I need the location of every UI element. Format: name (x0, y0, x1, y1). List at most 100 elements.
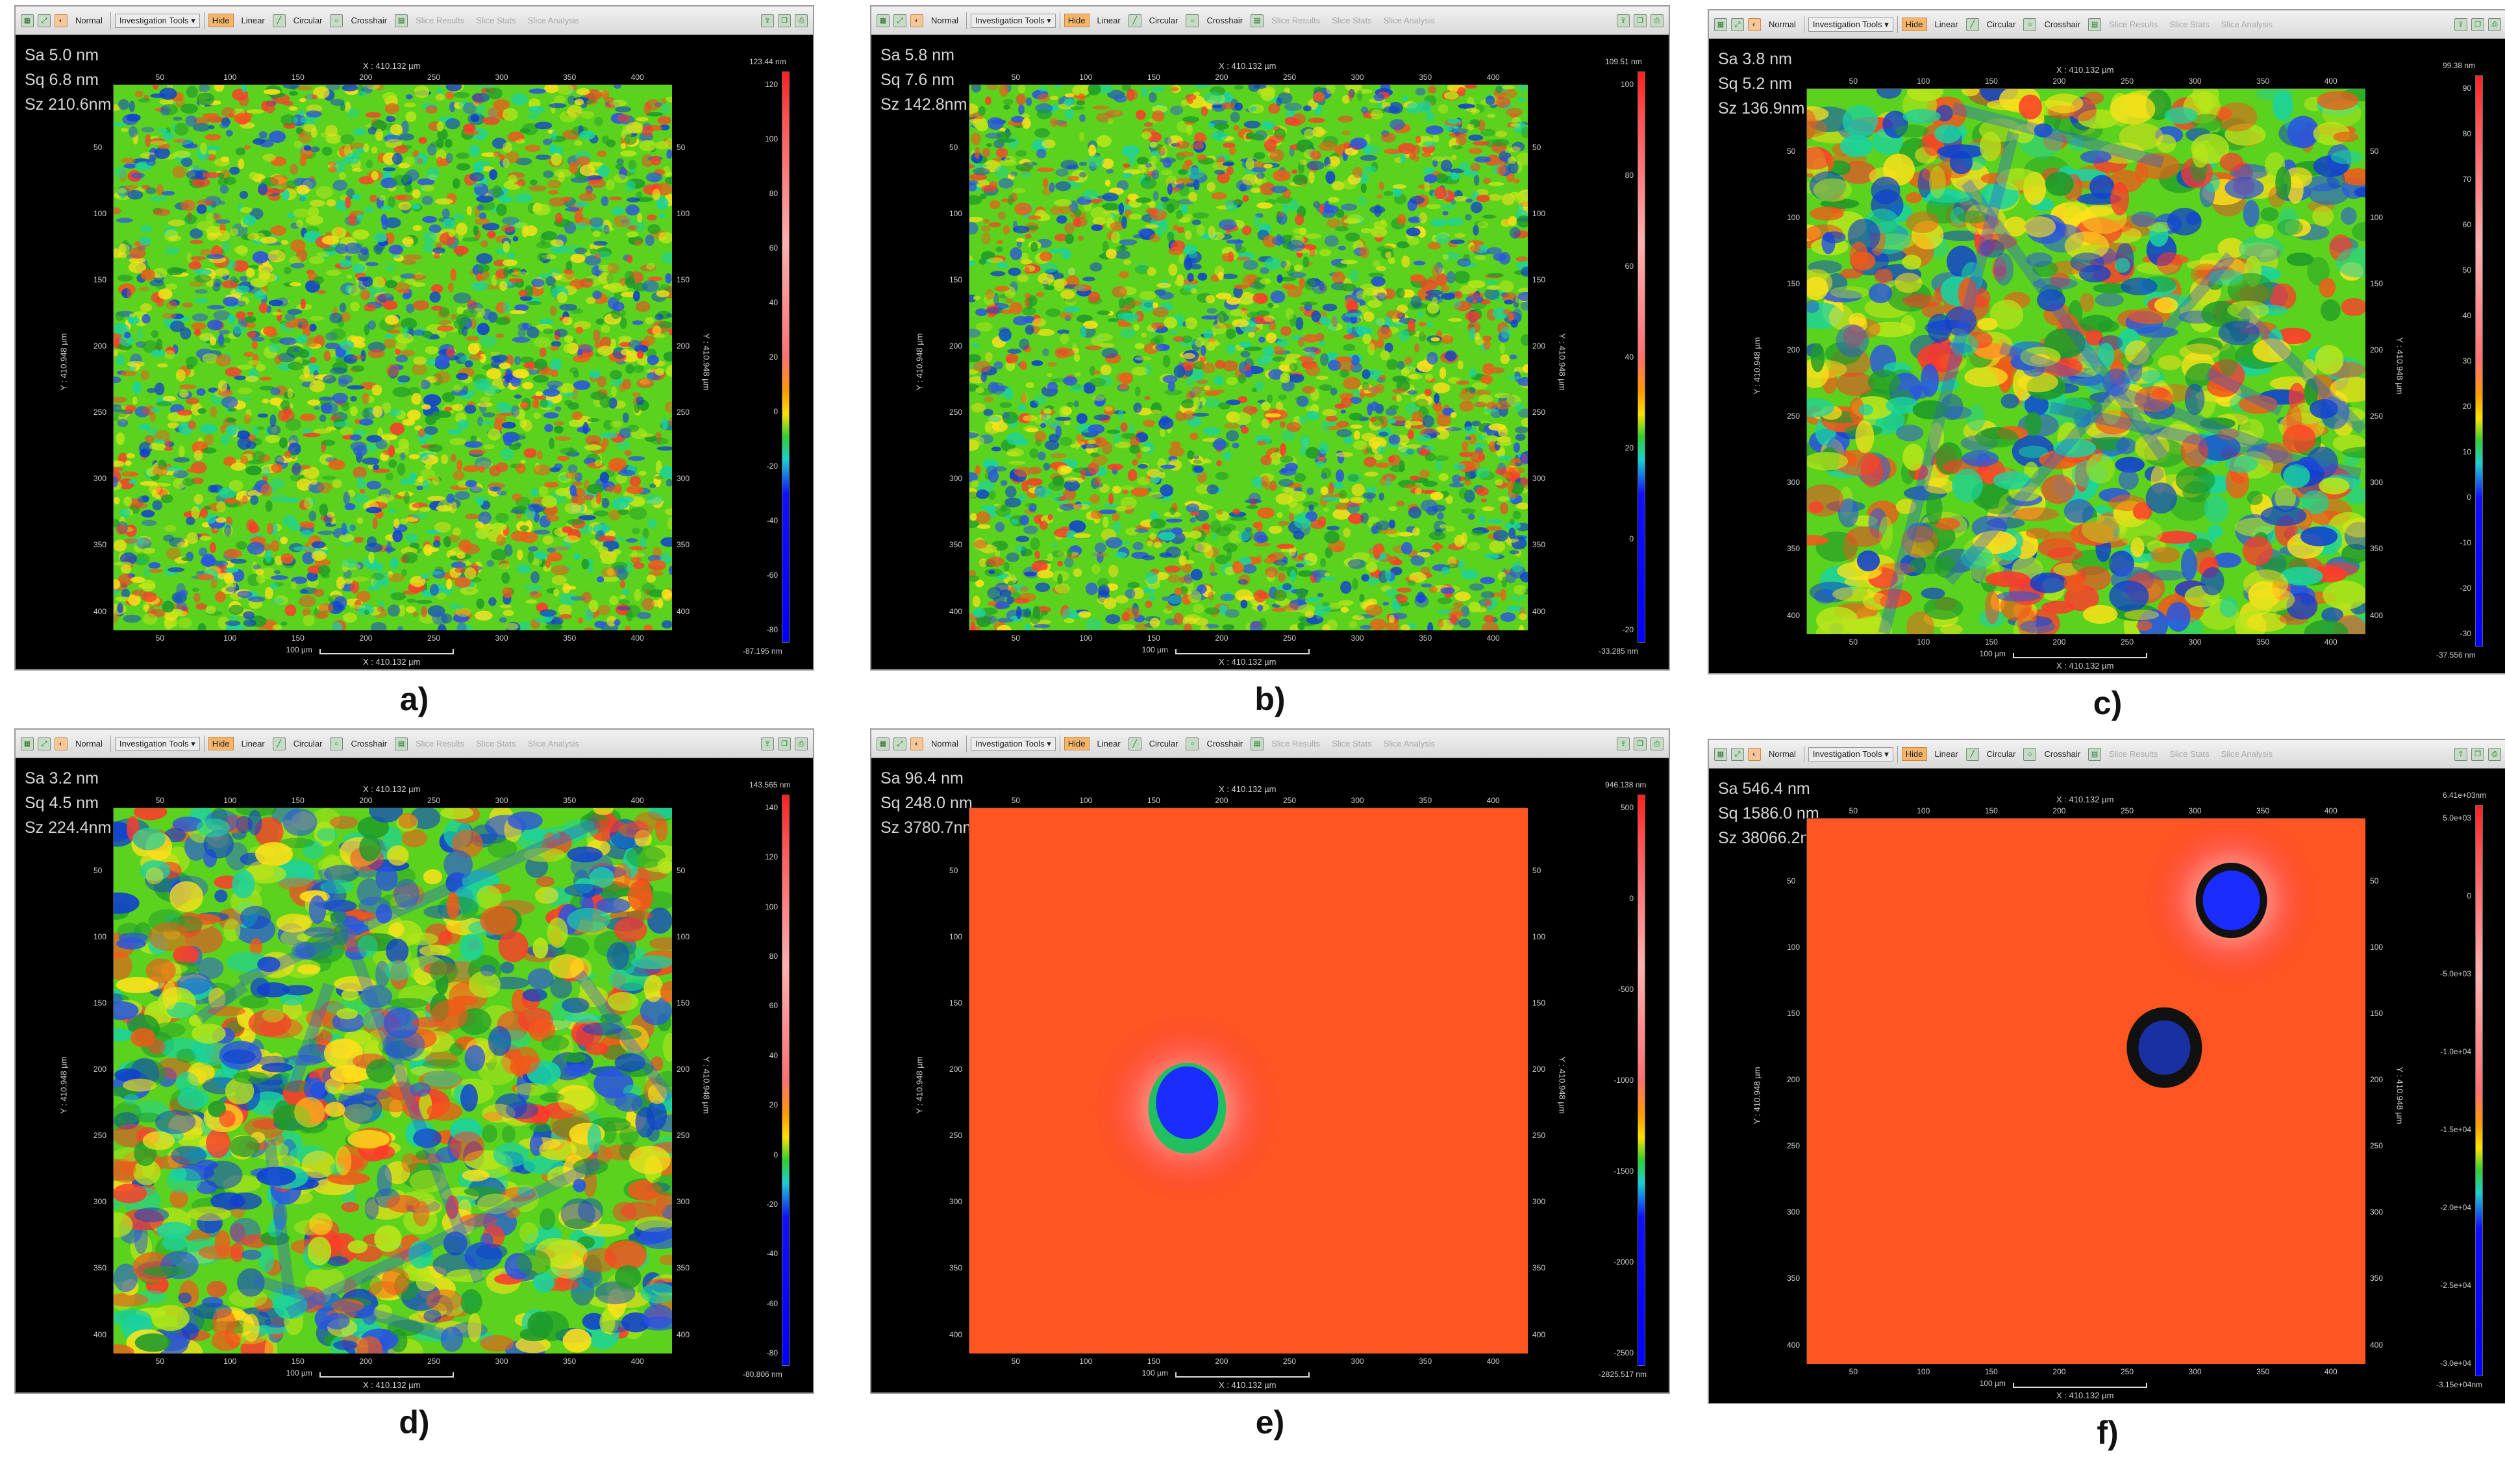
slice-results-button[interactable]: Slice Results (416, 16, 465, 25)
circular-slice-icon[interactable]: ○ (1186, 14, 1199, 27)
crosshair-button[interactable]: Crosshair (1206, 16, 1243, 25)
print-icon[interactable]: ⎙ (1651, 14, 1664, 27)
normal-button[interactable]: Normal (1769, 19, 1796, 29)
color-map-icon[interactable]: ◐ (55, 14, 68, 27)
hide-button[interactable]: Hide (1064, 737, 1090, 750)
crosshair-button[interactable]: Crosshair (351, 16, 388, 25)
investigation-tools-dropdown[interactable]: Investigation Tools ▾ (114, 736, 200, 751)
slice-analysis-button[interactable]: Slice Analysis (527, 16, 580, 25)
circular-button[interactable]: Circular (293, 739, 323, 748)
zoom-fit-icon[interactable]: ⤢ (1731, 747, 1744, 761)
zoom-fit-icon[interactable]: ⤢ (38, 14, 51, 27)
slice-results-icon[interactable]: ▤ (395, 737, 408, 750)
normal-button[interactable]: Normal (1769, 749, 1796, 759)
hide-button[interactable]: Hide (1064, 14, 1090, 27)
print-icon[interactable]: ⎙ (795, 737, 808, 750)
slice-results-icon[interactable]: ▤ (1251, 14, 1264, 27)
grid-view-icon[interactable]: ▦ (21, 14, 34, 27)
copy-icon[interactable]: ❐ (778, 14, 791, 27)
linear-button[interactable]: Linear (1097, 16, 1121, 25)
crosshair-button[interactable]: Crosshair (2044, 749, 2081, 759)
circular-button[interactable]: Circular (1986, 19, 2016, 29)
slice-analysis-button[interactable]: Slice Analysis (2221, 749, 2273, 759)
print-icon[interactable]: ⎙ (795, 14, 808, 27)
linear-slice-icon[interactable]: ╱ (1128, 14, 1141, 27)
slice-results-button[interactable]: Slice Results (1271, 739, 1321, 748)
linear-button[interactable]: Linear (241, 16, 265, 25)
slice-results-icon[interactable]: ▤ (2088, 747, 2102, 761)
linear-button[interactable]: Linear (1934, 749, 1958, 759)
color-map-icon[interactable]: ◐ (1748, 747, 1761, 761)
slice-analysis-button[interactable]: Slice Analysis (1383, 739, 1436, 748)
hide-button[interactable]: Hide (208, 14, 234, 27)
crosshair-button[interactable]: Crosshair (2044, 19, 2081, 29)
color-map-icon[interactable]: ◐ (1748, 18, 1761, 31)
circular-slice-icon[interactable]: ○ (2023, 747, 2037, 761)
linear-button[interactable]: Linear (1934, 19, 1958, 29)
linear-slice-icon[interactable]: ╱ (272, 14, 286, 27)
circular-slice-icon[interactable]: ○ (1186, 737, 1199, 750)
copy-icon[interactable]: ❐ (2471, 747, 2484, 761)
slice-results-icon[interactable]: ▤ (1251, 737, 1264, 750)
investigation-tools-dropdown[interactable]: Investigation Tools ▾ (1808, 17, 1893, 32)
export-icon[interactable]: ⇪ (2454, 18, 2467, 31)
normal-button[interactable]: Normal (931, 16, 958, 25)
slice-analysis-button[interactable]: Slice Analysis (1383, 16, 1436, 25)
circular-slice-icon[interactable]: ○ (330, 737, 343, 750)
crosshair-button[interactable]: Crosshair (1206, 739, 1243, 748)
linear-button[interactable]: Linear (1097, 739, 1121, 748)
hide-button[interactable]: Hide (1901, 18, 1927, 31)
slice-analysis-button[interactable]: Slice Analysis (527, 739, 580, 748)
export-icon[interactable]: ⇪ (1617, 14, 1630, 27)
hide-button[interactable]: Hide (1901, 747, 1927, 761)
investigation-tools-dropdown[interactable]: Investigation Tools ▾ (970, 13, 1056, 28)
normal-button[interactable]: Normal (75, 16, 103, 25)
grid-view-icon[interactable]: ▦ (1714, 747, 1727, 761)
color-map-icon[interactable]: ◐ (910, 14, 923, 27)
export-icon[interactable]: ⇪ (1617, 737, 1630, 750)
linear-slice-icon[interactable]: ╱ (1965, 18, 1979, 31)
zoom-fit-icon[interactable]: ⤢ (893, 14, 906, 27)
circular-button[interactable]: Circular (293, 16, 323, 25)
color-map-icon[interactable]: ◐ (55, 737, 68, 750)
slice-results-button[interactable]: Slice Results (1271, 16, 1321, 25)
linear-slice-icon[interactable]: ╱ (272, 737, 286, 750)
linear-slice-icon[interactable]: ╱ (1965, 747, 1979, 761)
slice-stats-button[interactable]: Slice Stats (1332, 739, 1372, 748)
circular-button[interactable]: Circular (1149, 739, 1178, 748)
investigation-tools-dropdown[interactable]: Investigation Tools ▾ (970, 736, 1056, 751)
export-icon[interactable]: ⇪ (2454, 747, 2467, 761)
circular-button[interactable]: Circular (1149, 16, 1178, 25)
slice-stats-button[interactable]: Slice Stats (476, 739, 516, 748)
print-icon[interactable]: ⎙ (2488, 747, 2501, 761)
slice-results-button[interactable]: Slice Results (2109, 749, 2158, 759)
grid-view-icon[interactable]: ▦ (1714, 18, 1727, 31)
slice-results-button[interactable]: Slice Results (2109, 19, 2158, 29)
slice-stats-button[interactable]: Slice Stats (2169, 19, 2210, 29)
copy-icon[interactable]: ❐ (778, 737, 791, 750)
zoom-fit-icon[interactable]: ⤢ (38, 737, 51, 750)
linear-slice-icon[interactable]: ╱ (1128, 737, 1141, 750)
slice-results-icon[interactable]: ▤ (2088, 18, 2102, 31)
slice-analysis-button[interactable]: Slice Analysis (2221, 19, 2273, 29)
color-map-icon[interactable]: ◐ (910, 737, 923, 750)
slice-stats-button[interactable]: Slice Stats (1332, 16, 1372, 25)
copy-icon[interactable]: ❐ (1634, 14, 1647, 27)
linear-button[interactable]: Linear (241, 739, 265, 748)
slice-results-icon[interactable]: ▤ (395, 14, 408, 27)
grid-view-icon[interactable]: ▦ (877, 737, 890, 750)
slice-stats-button[interactable]: Slice Stats (476, 16, 516, 25)
print-icon[interactable]: ⎙ (2488, 18, 2501, 31)
export-icon[interactable]: ⇪ (761, 737, 774, 750)
circular-slice-icon[interactable]: ○ (330, 14, 343, 27)
slice-results-button[interactable]: Slice Results (416, 739, 465, 748)
crosshair-button[interactable]: Crosshair (351, 739, 388, 748)
zoom-fit-icon[interactable]: ⤢ (893, 737, 906, 750)
circular-slice-icon[interactable]: ○ (2023, 18, 2037, 31)
copy-icon[interactable]: ❐ (2471, 18, 2484, 31)
grid-view-icon[interactable]: ▦ (877, 14, 890, 27)
zoom-fit-icon[interactable]: ⤢ (1731, 18, 1744, 31)
slice-stats-button[interactable]: Slice Stats (2169, 749, 2210, 759)
investigation-tools-dropdown[interactable]: Investigation Tools ▾ (1808, 747, 1893, 761)
circular-button[interactable]: Circular (1986, 749, 2016, 759)
